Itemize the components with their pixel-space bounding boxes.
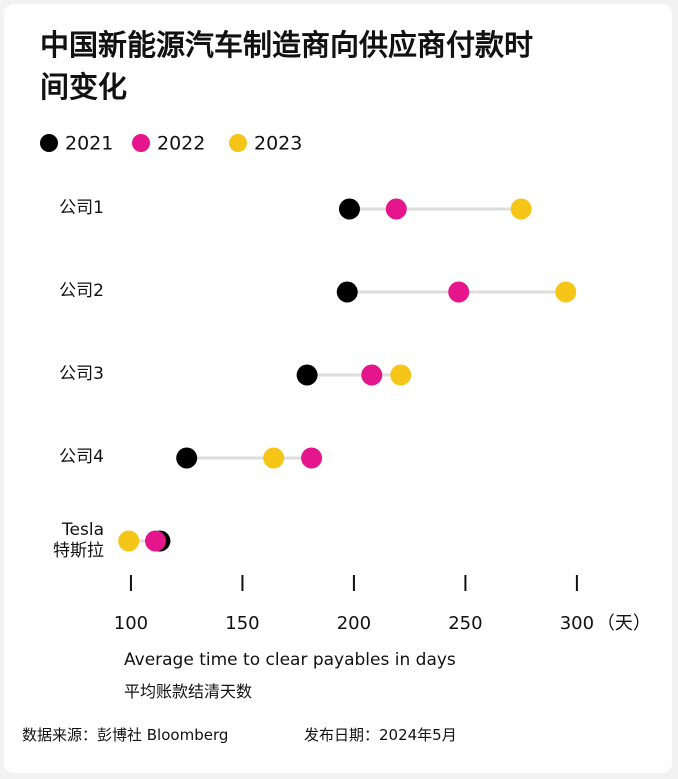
x-tick-label: 100 <box>114 613 148 634</box>
x-tick-label: 300 <box>560 613 594 634</box>
date: 发布日期：2024年5月 <box>304 726 457 744</box>
card <box>4 4 672 773</box>
category-label: 公司3 <box>59 364 104 384</box>
dot <box>390 364 412 386</box>
x-tick-label: 150 <box>225 613 259 634</box>
category-label: Tesla 特斯拉 <box>53 520 104 561</box>
x-unit: （天） <box>597 613 651 634</box>
x-axis-label-zh: 平均账款结清天数 <box>124 682 253 701</box>
dot <box>361 364 383 386</box>
source: 数据来源：彭博社 Bloomberg <box>22 726 229 744</box>
legend-label: 2021 <box>65 133 113 155</box>
legend-label: 2022 <box>157 133 205 155</box>
dot <box>296 364 318 386</box>
x-tick-label: 200 <box>337 613 371 634</box>
legend-marker <box>132 134 150 152</box>
dot <box>301 447 323 469</box>
dot <box>555 281 577 303</box>
legend-label: 2023 <box>254 133 302 155</box>
dot <box>510 198 532 220</box>
dot <box>144 530 166 552</box>
legend-marker <box>40 134 58 152</box>
dot <box>263 447 285 469</box>
chart-title: 中国新能源汽车制造商向供应商付款时间变化 <box>40 28 534 104</box>
dot <box>338 198 360 220</box>
category-label: 公司2 <box>59 281 104 301</box>
x-tick-label: 250 <box>448 613 482 634</box>
dot <box>176 447 198 469</box>
x-axis-label: Average time to clear payables in days <box>124 650 456 670</box>
category-label: 公司1 <box>59 198 104 218</box>
legend-marker <box>229 134 247 152</box>
category-label: 公司4 <box>59 447 104 467</box>
dot <box>118 530 140 552</box>
dot <box>385 198 407 220</box>
dot <box>448 281 470 303</box>
dot <box>336 281 358 303</box>
